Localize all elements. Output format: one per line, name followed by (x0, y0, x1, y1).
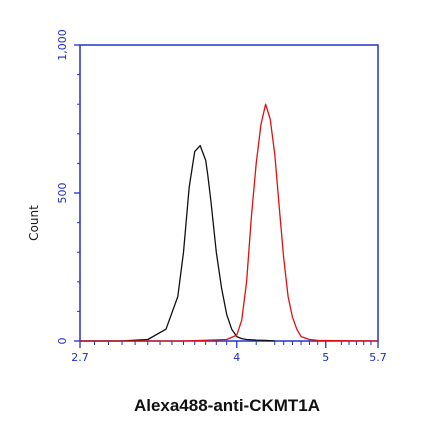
x-tick-label: 4 (233, 351, 240, 364)
y-tick-label: 0 (56, 338, 69, 345)
y-tick-label: 1,000 (56, 29, 69, 61)
x-tick-label: 5.7 (369, 351, 387, 364)
plot-frame (79, 44, 379, 342)
series-line-0 (80, 144, 275, 342)
x-axis-title: Alexa488-anti-CKMT1A (134, 396, 320, 415)
y-tick-label: 500 (56, 183, 69, 204)
y-axis-title: Count (27, 205, 41, 241)
series-line-1 (80, 103, 379, 342)
x-tick-label: 2.7 (71, 351, 89, 364)
x-tick-label: 5 (322, 351, 329, 364)
